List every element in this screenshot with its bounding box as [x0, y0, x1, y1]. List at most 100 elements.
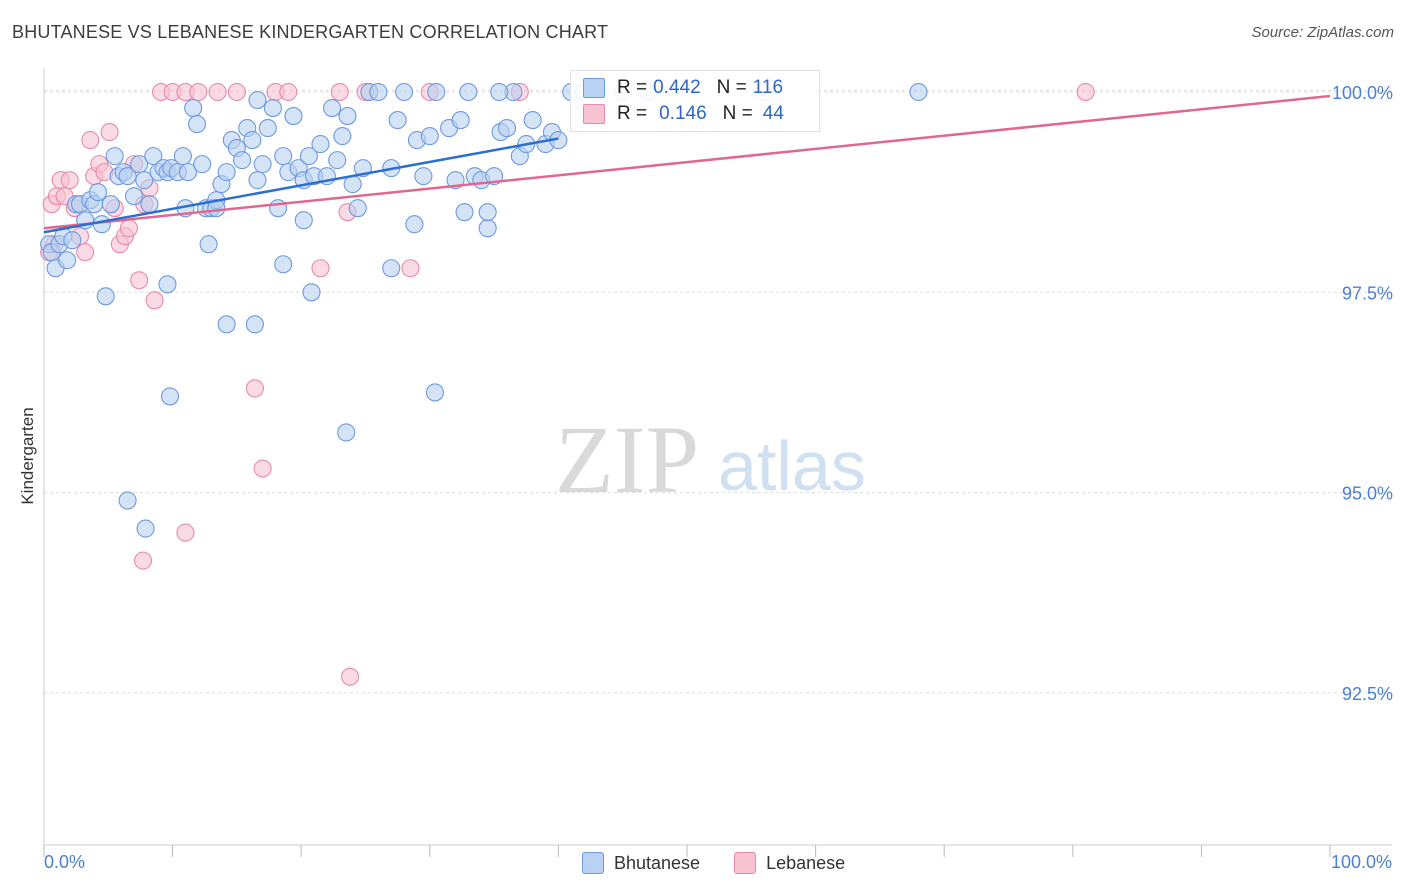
point-bhutanese — [144, 147, 163, 166]
point-bhutanese — [497, 119, 517, 138]
r-value: 0.146 — [659, 103, 707, 124]
point-bhutanese — [338, 107, 357, 126]
legend-swatch-blue — [583, 78, 605, 98]
point-bhutanese — [135, 171, 154, 190]
stats-legend: R = 0.442 N = 116 R = 0.146 N = 44 — [570, 70, 820, 132]
point-bhutanese — [405, 215, 424, 234]
point-bhutanese — [101, 195, 120, 214]
y-axis-label: Kindergarten — [18, 407, 37, 505]
point-bhutanese — [299, 147, 318, 166]
point-bhutanese — [263, 99, 282, 118]
axes — [43, 68, 1392, 846]
point-bhutanese — [253, 155, 272, 174]
point-bhutanese — [478, 219, 497, 238]
n-label: N = — [716, 77, 747, 98]
point-bhutanese — [395, 82, 414, 102]
point-lebanese — [130, 271, 149, 290]
point-bhutanese — [199, 235, 218, 254]
point-lebanese — [227, 82, 246, 102]
point-lebanese — [1076, 82, 1095, 102]
point-lebanese — [279, 82, 298, 102]
point-lebanese — [245, 379, 264, 398]
n-label: N = — [722, 103, 753, 124]
point-lebanese — [330, 82, 349, 102]
point-bhutanese — [245, 315, 264, 334]
point-bhutanese — [258, 119, 277, 138]
point-bhutanese — [187, 115, 207, 134]
watermark-zip: ZIP — [555, 406, 699, 513]
point-bhutanese — [274, 255, 293, 274]
y-tick-label: 92.5% — [1342, 684, 1393, 704]
point-bhutanese — [158, 275, 177, 294]
point-lebanese — [311, 259, 330, 278]
point-bhutanese — [478, 203, 497, 222]
point-lebanese — [145, 291, 164, 310]
legend-item-bhutanese: Bhutanese — [582, 852, 700, 874]
y-tick-labels: 100.0% 97.5% 95.0% 92.5% — [1332, 83, 1393, 704]
point-bhutanese — [311, 135, 330, 154]
point-bhutanese — [382, 259, 401, 278]
point-bhutanese — [184, 99, 203, 118]
point-bhutanese — [173, 147, 192, 166]
point-bhutanese — [337, 423, 356, 442]
point-bhutanese — [323, 99, 342, 118]
point-bhutanese — [136, 519, 155, 538]
point-bhutanese — [118, 167, 137, 186]
point-bhutanese — [58, 251, 77, 270]
point-lebanese — [176, 523, 195, 542]
trend-line-bhutanese — [43, 137, 559, 234]
point-bhutanese — [92, 215, 111, 234]
point-bhutanese — [217, 163, 236, 182]
point-lebanese — [208, 82, 227, 102]
point-bhutanese — [427, 82, 446, 102]
r-label: R = — [617, 77, 648, 98]
point-bhutanese — [105, 147, 124, 166]
r-value: 0.442 — [653, 77, 701, 98]
x-axis-min-label: 0.0% — [44, 852, 86, 872]
point-bhutanese — [217, 315, 236, 334]
trend-lines — [43, 94, 1331, 234]
series-legend: Bhutanese Lebanese — [582, 852, 879, 874]
chart-title: BHUTANESE VS LEBANESE KINDERGARTEN CORRE… — [12, 22, 609, 42]
x-axis-max-label: 100.0% — [1330, 852, 1392, 872]
point-bhutanese — [302, 283, 321, 302]
series-lebanese — [40, 82, 1095, 686]
y-tick-label: 100.0% — [1332, 83, 1393, 103]
y-tick-label: 97.5% — [1342, 283, 1393, 303]
point-bhutanese — [178, 163, 198, 182]
point-bhutanese — [333, 127, 352, 146]
n-value: 44 — [762, 103, 784, 124]
point-bhutanese — [284, 107, 303, 126]
point-bhutanese — [420, 127, 439, 146]
point-bhutanese — [248, 90, 267, 110]
point-bhutanese — [523, 111, 542, 130]
point-bhutanese — [243, 131, 262, 150]
source-label: Source: ZipAtlas.com — [1251, 24, 1394, 41]
point-bhutanese — [490, 82, 509, 102]
point-bhutanese — [140, 195, 159, 214]
x-ticks — [43, 845, 1331, 857]
watermark: ZIP atlas — [555, 406, 866, 513]
stats-row-lebanese: R = 0.146 N = 44 — [583, 101, 784, 127]
trend-line-lebanese — [43, 94, 1331, 230]
point-bhutanese — [88, 183, 108, 202]
point-bhutanese — [63, 231, 82, 250]
point-bhutanese — [294, 211, 313, 230]
point-bhutanese — [328, 151, 347, 170]
point-bhutanese — [348, 199, 367, 218]
point-lebanese — [60, 171, 79, 190]
point-lebanese — [341, 667, 360, 686]
point-lebanese — [81, 131, 100, 150]
point-lebanese — [189, 82, 208, 102]
point-bhutanese — [130, 155, 149, 174]
point-lebanese — [133, 551, 153, 570]
legend-swatch-pink — [583, 104, 605, 124]
point-bhutanese — [124, 187, 144, 206]
point-lebanese — [253, 459, 272, 478]
stats-row-bhutanese: R = 0.442 N = 116 — [583, 75, 783, 101]
point-bhutanese — [909, 82, 928, 102]
point-bhutanese — [369, 82, 388, 102]
point-bhutanese — [96, 287, 115, 306]
point-bhutanese — [118, 491, 137, 510]
